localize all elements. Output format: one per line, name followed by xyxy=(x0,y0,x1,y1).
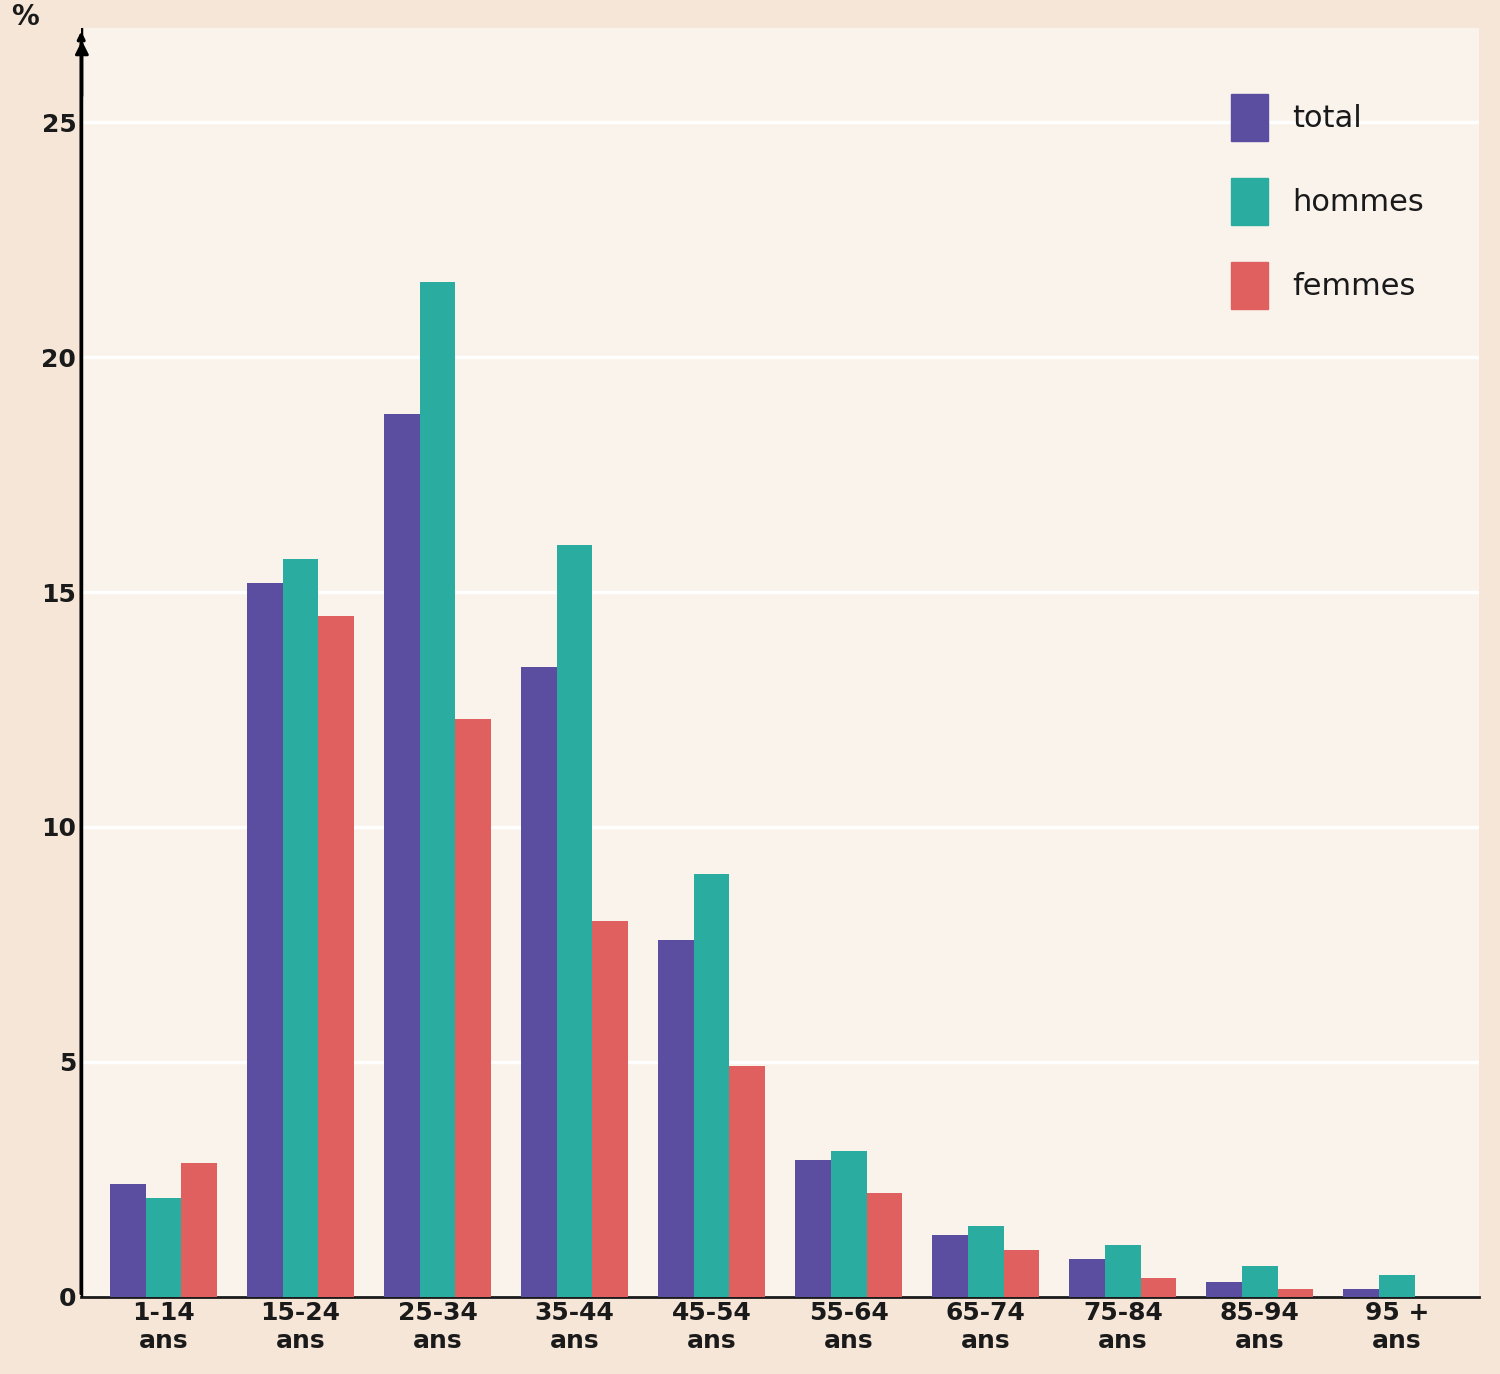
Bar xyxy=(867,1193,901,1297)
Bar xyxy=(1140,1278,1176,1297)
Bar xyxy=(146,1198,182,1297)
Bar xyxy=(1344,1289,1378,1297)
Bar xyxy=(694,874,729,1297)
Bar xyxy=(110,1184,146,1297)
Bar xyxy=(1106,1245,1140,1297)
Bar xyxy=(1278,1289,1314,1297)
Bar xyxy=(658,940,694,1297)
Legend: total, hommes, femmes: total, hommes, femmes xyxy=(1218,82,1435,322)
Bar xyxy=(1070,1259,1106,1297)
Bar xyxy=(282,559,318,1297)
Bar xyxy=(729,1066,765,1297)
Bar xyxy=(420,282,456,1297)
Bar xyxy=(968,1226,1004,1297)
Bar xyxy=(318,616,354,1297)
Bar xyxy=(520,668,556,1297)
Bar xyxy=(456,719,490,1297)
Bar xyxy=(1206,1282,1242,1297)
Bar xyxy=(795,1160,831,1297)
Bar xyxy=(592,921,628,1297)
Bar xyxy=(182,1162,218,1297)
Bar xyxy=(1378,1275,1414,1297)
Bar xyxy=(933,1235,968,1297)
Bar xyxy=(1242,1265,1278,1297)
Bar xyxy=(384,414,420,1297)
Bar xyxy=(831,1151,867,1297)
Bar xyxy=(1004,1249,1040,1297)
Bar xyxy=(556,545,592,1297)
Bar xyxy=(248,583,282,1297)
Y-axis label: %: % xyxy=(12,3,39,32)
